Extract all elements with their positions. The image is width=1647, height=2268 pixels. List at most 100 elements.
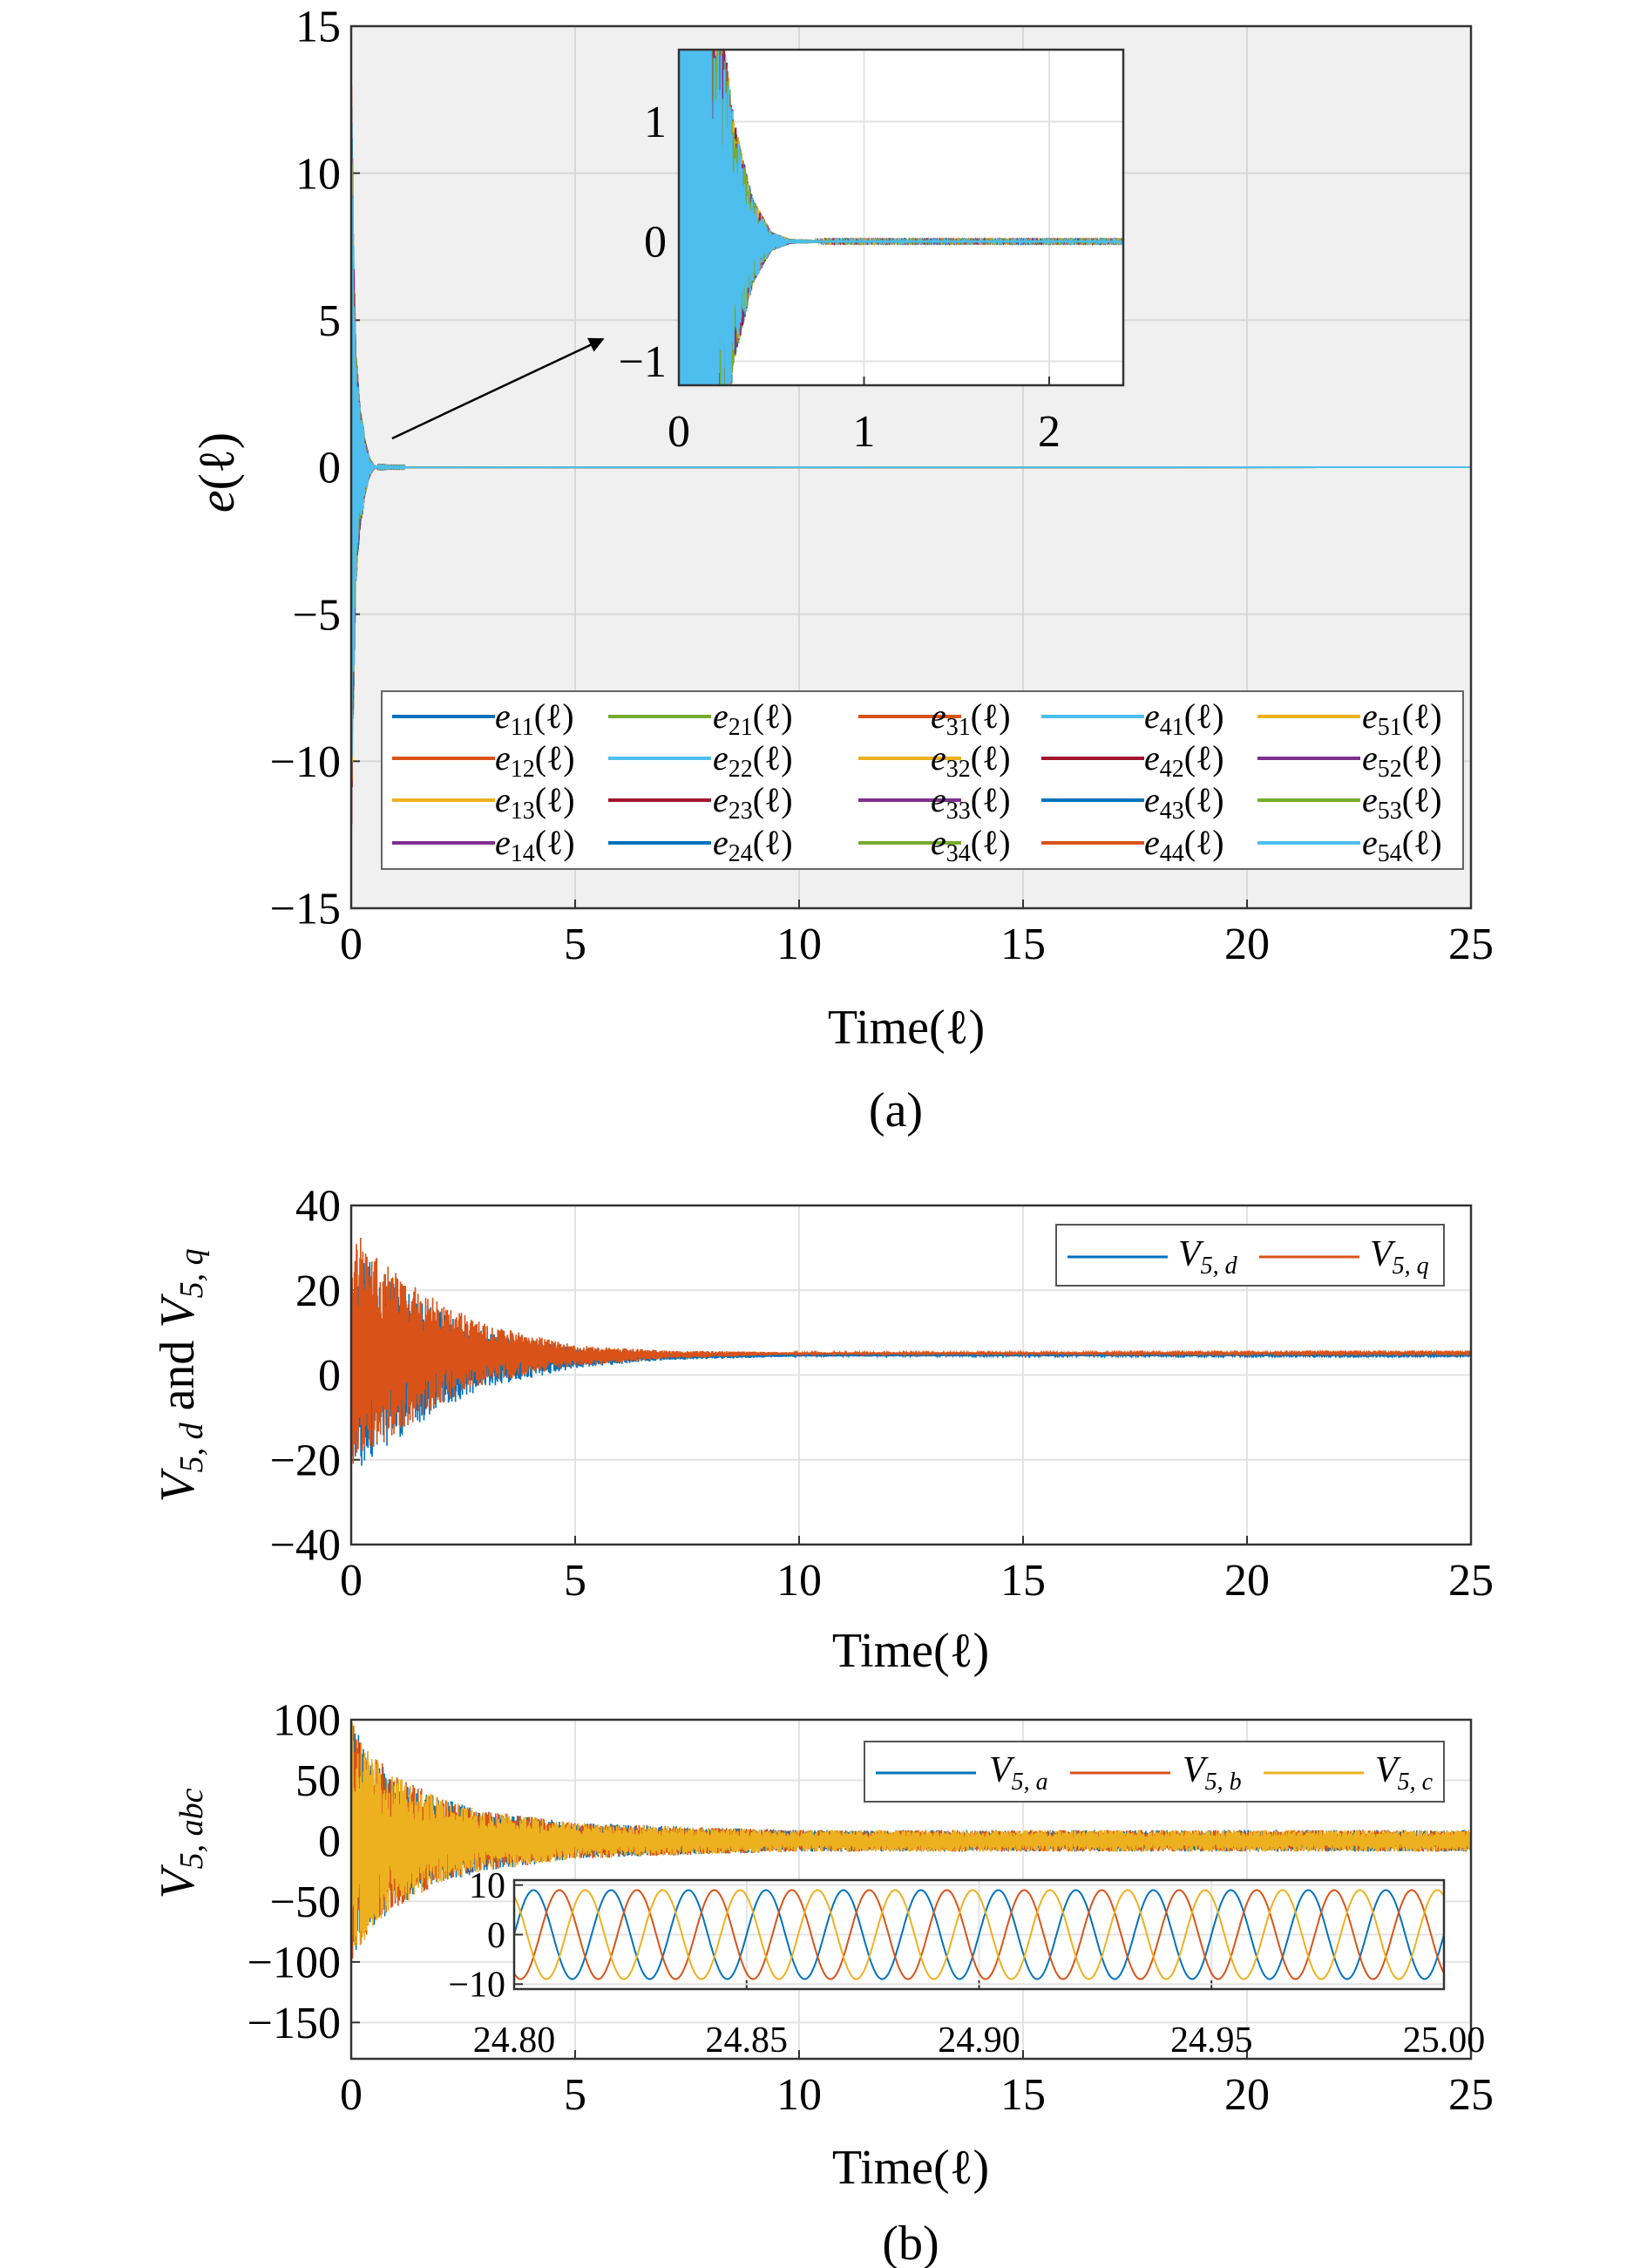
series-layer: [679, 50, 1123, 385]
x-tick-label: 25: [1448, 920, 1494, 969]
x-tick-label: 20: [1224, 2070, 1270, 2120]
legend-item-5q: V5, q: [1259, 1234, 1429, 1280]
legend-label-arg: (ℓ): [1184, 738, 1224, 778]
legend-label-base: e: [931, 696, 946, 736]
legend-label-sub: 43: [1160, 798, 1184, 825]
legend-label: e31(ℓ): [931, 696, 1011, 741]
y-tick-label: 0: [487, 1916, 505, 1956]
legend-box: [381, 690, 1464, 870]
y-tick-label: 0: [644, 218, 667, 268]
legend-label-base: e: [713, 696, 729, 736]
legend-label: e34(ℓ): [931, 823, 1011, 867]
y-tick-label: 20: [295, 1266, 341, 1316]
y-tick-label: −20: [270, 1436, 341, 1485]
legend-label-base: e: [713, 780, 729, 819]
legend-label: e14(ℓ): [495, 823, 575, 867]
legend-label-base: e: [713, 738, 729, 778]
x-tick-label: 25.00: [1403, 2020, 1486, 2061]
legend-label: e51(ℓ): [1362, 696, 1442, 741]
legend-b-abc: V5, a V5, b V5, c: [864, 1741, 1445, 1803]
x-axis-label: Time(ℓ): [832, 2141, 989, 2195]
legend-label-sub: 44: [1160, 840, 1184, 867]
legend-label-base: e: [1144, 823, 1160, 862]
x-tick-label: 0: [340, 1556, 363, 1606]
legend-label-sub: 22: [729, 756, 753, 783]
legend-label-base: e: [1362, 780, 1378, 819]
legend-label: e23(ℓ): [713, 780, 793, 825]
y-axis-label-v2: V: [151, 1294, 205, 1328]
legend-item-e14: e14(ℓ): [392, 823, 575, 867]
x-tick-label: 25: [1448, 2070, 1494, 2120]
legend-label-sub: 21: [729, 714, 753, 741]
legend-item-e53: e53(ℓ): [1257, 780, 1442, 825]
legend-b-dq: V5, d V5, q: [1055, 1224, 1445, 1287]
legend-label: e12(ℓ): [495, 738, 575, 783]
y-tick-label: −100: [247, 1939, 341, 1988]
legend-label-arg: (ℓ): [971, 780, 1011, 819]
legend-label-base: e: [931, 823, 946, 862]
y-tick-label: 0: [318, 444, 341, 493]
legend-label: e43(ℓ): [1144, 780, 1224, 825]
legend-item-5a: V5, a: [876, 1750, 1048, 1796]
axes-border: [349, 1204, 1473, 1546]
legend-label-base: e: [1362, 696, 1378, 736]
legend-item-e44: e44(ℓ): [1041, 823, 1224, 867]
inset-series-line-5a: [514, 1889, 1444, 1980]
legend-label-sub: 41: [1160, 714, 1184, 741]
y-tick-label: −10: [270, 737, 341, 787]
legend-label: e42(ℓ): [1144, 738, 1224, 783]
legend-label-base: e: [495, 823, 511, 862]
legend-label-arg: (ℓ): [535, 823, 575, 862]
caption-a: (a): [869, 1083, 923, 1137]
y-tick-label: −150: [247, 1999, 341, 2048]
legend-item-5c: V5, c: [1264, 1750, 1434, 1796]
legend-item-e31: e31(ℓ): [858, 696, 1011, 741]
x-tick-label: 10: [776, 1556, 822, 1606]
legend-label-arg: (ℓ): [753, 696, 793, 736]
legend-label-sub: 11: [511, 714, 534, 741]
legend-item-e12: e12(ℓ): [392, 738, 575, 783]
x-tick-label: 20: [1224, 1556, 1270, 1606]
series-line-e54: [351, 102, 1471, 757]
series-layer: [351, 85, 1471, 850]
y-tick-label: −15: [270, 885, 341, 934]
x-tick-label: 24.80: [473, 2020, 556, 2061]
legend-label-base: V: [1370, 1234, 1396, 1274]
y-axis-label-base: V: [151, 1864, 205, 1899]
x-tick-label: 1: [853, 407, 876, 457]
x-tick-label: 24.95: [1170, 2020, 1253, 2061]
y-tick-label: 40: [295, 1182, 341, 1232]
legend-label-base: e: [931, 780, 946, 819]
axes-border: [349, 24, 1473, 910]
inset-series-line-5c: [514, 1889, 1444, 1980]
legend-label-sub: 5, a: [1012, 1769, 1048, 1796]
legend-label: V5, a: [989, 1750, 1048, 1796]
chart-b-abc-inset: 24.80 24.85 24.90 24.95 25.00 −10 0 10: [448, 1866, 1485, 2061]
legend-label-base: e: [495, 696, 511, 736]
legend-label: e44(ℓ): [1144, 823, 1224, 867]
legend-label: e22(ℓ): [713, 738, 793, 783]
legend-label-sub: 54: [1378, 840, 1402, 867]
x-tick-label: 25: [1448, 1556, 1494, 1606]
legend-label-sub: 33: [946, 798, 971, 825]
legend-item-e21: e21(ℓ): [608, 696, 793, 741]
caption-b: (b): [882, 2217, 939, 2268]
legend-label-base: e: [495, 780, 511, 819]
legend-label-sub: 12: [511, 756, 535, 783]
x-tick-label: 5: [564, 2070, 586, 2120]
legend-item-e42: e42(ℓ): [1041, 738, 1224, 783]
legend-a: e11(ℓ)e12(ℓ)e13(ℓ)e14(ℓ)e21(ℓ)e22(ℓ)e23(…: [381, 690, 1464, 870]
legend-label-base: e: [1362, 823, 1378, 862]
legend-label: e54(ℓ): [1362, 823, 1442, 867]
x-tick-label: 5: [564, 1556, 586, 1606]
y-tick-label: −1: [619, 337, 667, 387]
x-axis-label: Time(ℓ): [828, 1001, 985, 1055]
x-tick-label: 0: [340, 920, 363, 969]
legend-label-arg: (ℓ): [971, 738, 1011, 778]
legend-label-arg: (ℓ): [1184, 696, 1224, 736]
legend-label-base: V: [989, 1750, 1015, 1790]
legend-label-arg: (ℓ): [534, 696, 574, 736]
legend-label-sub: 34: [946, 840, 971, 867]
legend-label-sub: 53: [1378, 798, 1402, 825]
legend-label-base: e: [1144, 696, 1160, 736]
